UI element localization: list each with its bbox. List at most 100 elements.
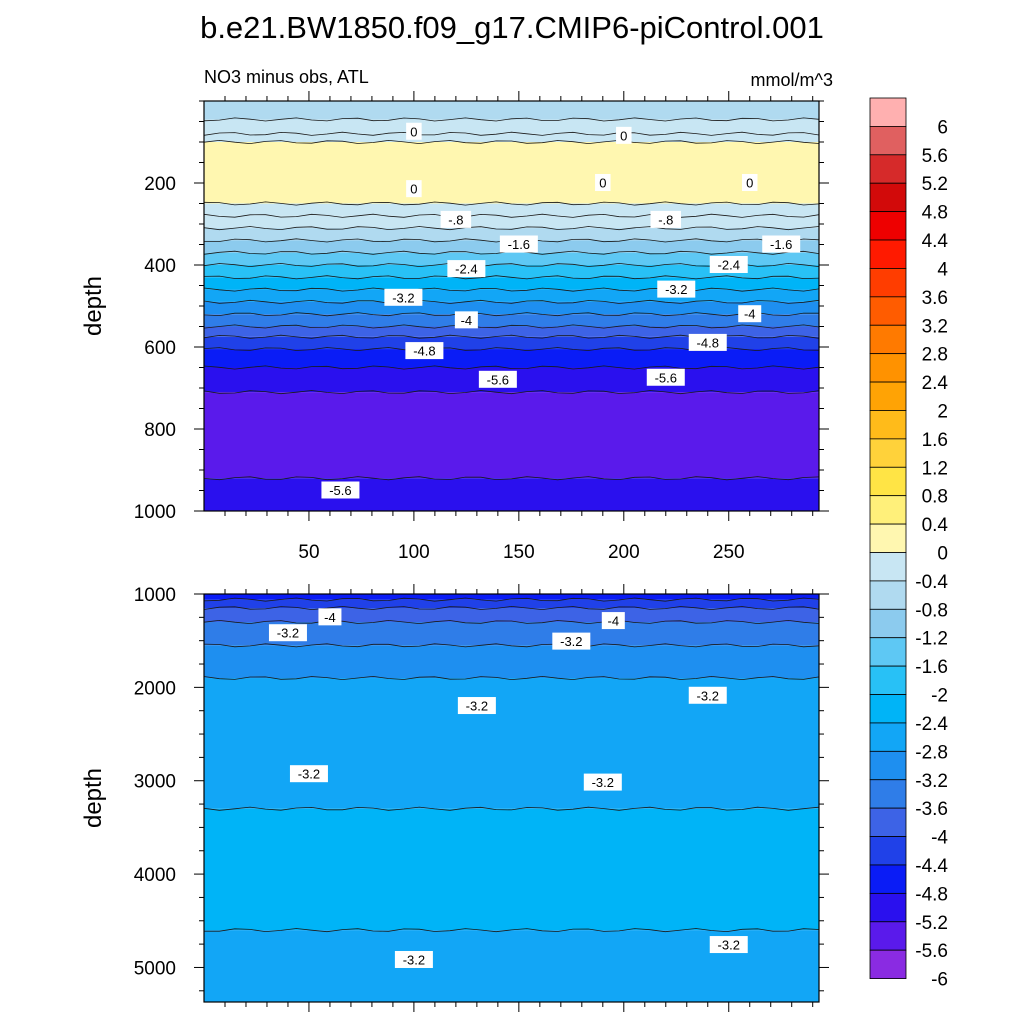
- contour-label: 0: [599, 176, 606, 191]
- contour-label: -.8: [658, 212, 673, 227]
- contour-band: [204, 478, 819, 511]
- colorbar-tick-label: 0: [937, 544, 948, 565]
- colorbar-swatch: [869, 836, 907, 866]
- contour-label-bg: [318, 608, 342, 626]
- contour-band: [204, 645, 819, 679]
- contour-line: [203, 139, 820, 145]
- contour-band: [204, 392, 819, 479]
- contour-band: [204, 101, 819, 120]
- colorbar-swatch: [869, 608, 907, 639]
- contour-label-bg: [650, 210, 682, 228]
- colorbar-swatch: [869, 637, 907, 667]
- colorbar-swatch: [869, 211, 907, 241]
- contour-label-bg: [738, 305, 762, 323]
- upper-subtitle-right: mmol/m^3: [751, 70, 833, 90]
- colorbar-swatch: [869, 807, 907, 837]
- contour-label: -4.8: [697, 335, 719, 350]
- colorbar-tick-label: 5.6: [922, 146, 948, 167]
- contour-line: [203, 324, 820, 329]
- colorbar-tick-label: 4.4: [922, 231, 949, 252]
- colorbar-tick-label: -5.2: [915, 913, 948, 934]
- contour-band: [204, 314, 819, 327]
- colorbar-swatch: [869, 466, 907, 497]
- contour-line: [203, 643, 820, 648]
- colorbar-swatch: [869, 665, 907, 695]
- colorbar-swatch: [869, 779, 907, 809]
- contour-line: [203, 287, 820, 292]
- y-tick-label: 800: [144, 420, 176, 441]
- contour-label-bg: [709, 256, 748, 273]
- contour-label: -1.6: [508, 237, 530, 252]
- contour-label: -3.2: [560, 634, 582, 649]
- contour-label-bg: [440, 210, 472, 228]
- contour-band: [204, 326, 819, 337]
- contour-label-bg: [457, 697, 496, 715]
- x-tick-label: 250: [713, 542, 745, 563]
- contour-label-bg: [688, 686, 727, 704]
- contour-line: [203, 390, 820, 395]
- colorbar-tick-label: 2.4: [922, 373, 949, 394]
- colorbar-swatch: [869, 324, 907, 355]
- contour-label: 0: [620, 128, 627, 143]
- upper-subtitle-left: NO3 minus obs, ATL: [204, 67, 369, 87]
- contour-label: -3.2: [392, 290, 414, 305]
- chart-title: b.e21.BW1850.f09_g17.CMIP6-piControl.001: [200, 10, 824, 45]
- lower-plot-frame: [203, 593, 820, 1003]
- upper-panel: NO3 minus obs, ATL mmol/m^3 50 100 150 200 2…: [80, 67, 833, 563]
- upper-contour-fill: [203, 101, 820, 511]
- contour-line: [203, 597, 820, 602]
- contour-label-bg: [406, 122, 422, 140]
- x-tick-label: 150: [503, 542, 535, 563]
- colorbar-swatch: [869, 523, 907, 553]
- y-tick-label: 1000: [134, 502, 176, 523]
- colorbar-swatch: [869, 182, 907, 213]
- colorbar-swatch: [869, 296, 907, 326]
- colorbar-tick-label: -1.6: [915, 657, 948, 678]
- colorbar-swatch: [869, 949, 907, 979]
- contour-label: -3.2: [697, 688, 719, 703]
- contour-label-bg: [688, 333, 727, 351]
- contour-band: [204, 228, 819, 241]
- contour-label: 0: [410, 124, 417, 139]
- upper-axis-ticks: 50 100 150 200 250 200 400 600 800 1000: [134, 91, 829, 563]
- contour-label: -4.8: [413, 344, 435, 359]
- contour-label-bg: [384, 288, 423, 306]
- colorbar-tick-label: 5.2: [922, 174, 948, 195]
- contour-line: [203, 365, 820, 370]
- contour-band: [204, 608, 819, 623]
- contour-label: -3.2: [403, 952, 425, 967]
- y-tick-label: 3000: [134, 772, 176, 793]
- contour-label-bg: [268, 624, 307, 642]
- y-tick-label: 5000: [134, 958, 176, 979]
- contour-label: -4: [744, 307, 756, 322]
- colorbar-swatch: [869, 921, 907, 951]
- colorbar-tick-label: 3.2: [922, 316, 948, 337]
- colorbar-tick-label: -5.6: [915, 941, 948, 962]
- lower-contour-fill: [203, 594, 820, 1002]
- colorbar-tick-label: 1.2: [922, 458, 948, 479]
- lower-contour-labels: -4 -4 -3.2 -3.2 -3.2 -3.2 -3.2 -3.2 -3.2 -3.2: [268, 608, 748, 968]
- colorbar-tick-label: -6: [931, 970, 948, 991]
- contour-label-bg: [762, 235, 801, 253]
- contour-line: [203, 213, 820, 218]
- contour-line: [203, 226, 820, 231]
- y-tick-label: 4000: [134, 865, 176, 886]
- contour-line: [203, 201, 820, 206]
- colorbar-tick-label: 4.8: [922, 203, 948, 224]
- x-tick-label: 100: [398, 542, 430, 563]
- contour-label-bg: [394, 950, 433, 968]
- contour-label: -4: [461, 313, 473, 328]
- contour-label-bg: [709, 936, 748, 954]
- contour-label: -3.2: [592, 775, 614, 790]
- contour-band: [204, 265, 819, 278]
- x-tick-label: 200: [608, 542, 640, 563]
- contour-band: [204, 599, 819, 609]
- colorbar-tick-label: -3.2: [915, 771, 948, 792]
- contour-band: [204, 252, 819, 265]
- contour-label-bg: [583, 773, 622, 791]
- contour-label-bg: [646, 368, 685, 386]
- colorbar-tick-label: -0.8: [915, 600, 948, 621]
- upper-contour-labels: 0 0 0 0 0 -.8 -.8 -1.6 -1.6 -2.4 -2.4 -3.2 -3.2 -4 -4 -…: [321, 122, 801, 499]
- colorbar-tick-label: -1.2: [915, 629, 948, 650]
